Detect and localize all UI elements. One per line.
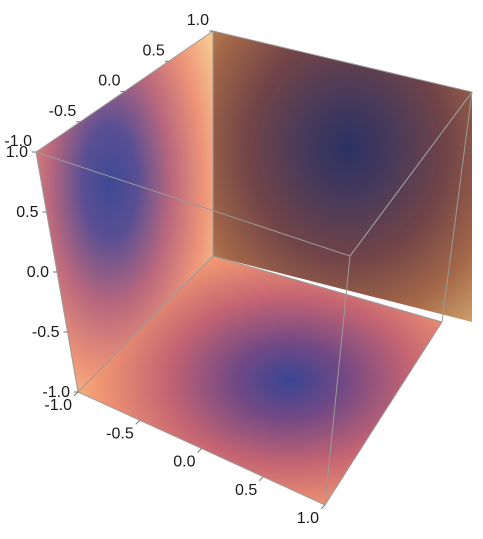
axis-top-tick-label: -1.0	[4, 133, 32, 150]
axis-bottom-tick-label: -0.5	[106, 425, 134, 442]
axis-top-tick-label: 0.5	[143, 42, 165, 59]
axis-left-tick-label: 0.5	[16, 204, 38, 221]
back-face	[213, 31, 472, 322]
axis-top-tick-label: 1.0	[187, 12, 209, 29]
axis-left-tick-label: 0.0	[27, 264, 49, 281]
axis-ticks	[32, 30, 326, 510]
axis-bottom-tick	[197, 448, 202, 453]
axis-bottom-tick-label: 1.0	[297, 510, 319, 527]
axis-tick-labels: -1.0-0.50.00.51.0-1.0-0.50.00.51.0-1.0-0…	[4, 12, 319, 527]
axis-bottom-tick-label: 0.0	[173, 454, 195, 471]
axis-bottom-tick-label: 0.5	[235, 482, 257, 499]
axis-top-tick-label: 0.0	[98, 73, 120, 90]
axis-bottom-tick	[73, 391, 79, 397]
axis-left-tick-label: 1.0	[6, 144, 28, 161]
left-face	[36, 31, 213, 392]
axis-left-tick-label: -1.0	[42, 384, 70, 401]
axis-bottom-tick	[320, 504, 326, 510]
axis-bottom-tick	[258, 476, 264, 482]
axis-top-tick-label: -0.5	[49, 103, 77, 120]
axis-left-tick-label: -0.5	[32, 324, 60, 341]
bottom-face	[78, 256, 442, 505]
axis-bottom-tick	[135, 419, 141, 425]
axis-bottom-tick-label: -1.0	[44, 397, 72, 414]
